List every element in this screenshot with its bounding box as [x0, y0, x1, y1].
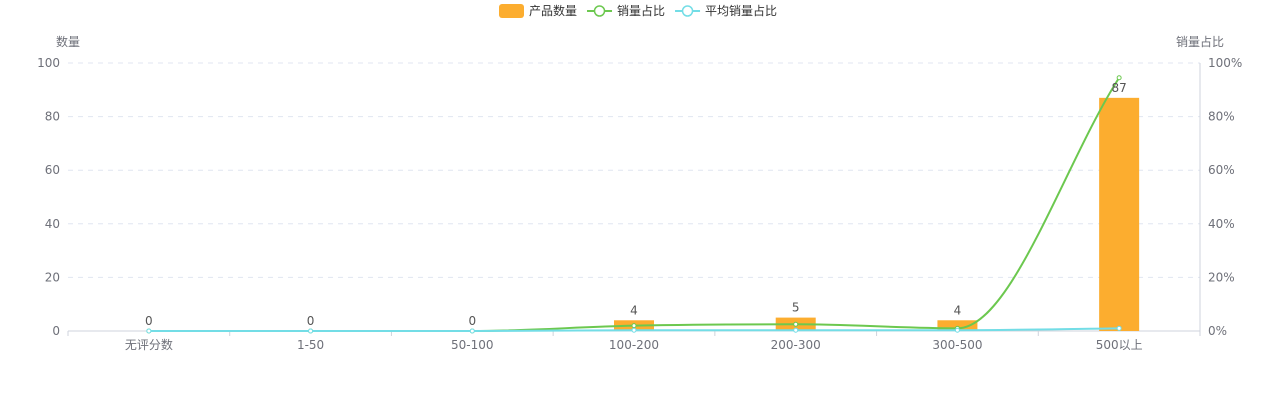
y2-tick-label: 100% [1208, 56, 1242, 70]
bar[interactable] [937, 320, 978, 331]
legend[interactable]: 产品数量 销量占比 平均销量占比 [499, 3, 777, 18]
x-tick-label: 100-200 [609, 338, 659, 352]
line-path-1 [148, 77, 1120, 333]
legend-swatch-marker[interactable] [593, 5, 606, 17]
bar-value-label: 87 [1112, 81, 1127, 95]
y2-tick-label: 40% [1208, 217, 1235, 231]
bar-value-label: 4 [630, 303, 638, 317]
x-tick-label: 300-500 [932, 338, 982, 352]
y2-axis-title: 销量占比 [1176, 34, 1224, 49]
y2-tick-label: 80% [1208, 110, 1235, 124]
y-axis-title: 数量 [56, 34, 80, 49]
bar-series-product-count [614, 97, 1140, 331]
line-point[interactable] [793, 327, 799, 333]
x-tick-label: 50-100 [451, 338, 494, 352]
line-point[interactable] [1116, 75, 1122, 81]
bar-value-label: 0 [307, 314, 315, 328]
x-tick-label: 无评分数 [125, 337, 173, 352]
y-tick-label: 20 [45, 270, 60, 284]
bar[interactable] [1099, 97, 1140, 331]
axes: 0 0%20 20%40 40%60 60%80 80%100 100%无评分数 1-50 50… [37, 56, 1242, 352]
x-tick-label: 200-300 [771, 338, 821, 352]
line-point[interactable] [1116, 325, 1122, 331]
y-tick-label: 60 [45, 163, 60, 177]
grid-lines [68, 62, 1200, 278]
line-point[interactable] [631, 327, 637, 333]
bar-value-label: 0 [145, 314, 153, 328]
y-tick-label: 0 [52, 324, 60, 338]
line-series [146, 75, 1122, 334]
bar-value-label: 5 [792, 301, 800, 315]
line-point[interactable] [631, 323, 637, 329]
y2-tick-label: 0% [1208, 324, 1227, 338]
y2-tick-label: 60% [1208, 163, 1235, 177]
legend-label[interactable]: 平均销量占比 [705, 3, 777, 18]
data-labels: 0 0 0 4 5 4 87 [145, 81, 1127, 328]
y2-tick-label: 20% [1208, 270, 1235, 284]
x-tick-label: 500以上 [1096, 338, 1143, 352]
y-tick-label: 80 [45, 110, 60, 124]
bar-value-label: 4 [954, 303, 962, 317]
legend-swatch-bar[interactable] [499, 4, 524, 18]
line-point[interactable] [954, 327, 960, 333]
legend-swatch-marker[interactable] [681, 5, 694, 17]
x-tick-label: 1-50 [297, 338, 324, 352]
y-tick-label: 40 [45, 217, 60, 231]
legend-label[interactable]: 销量占比 [617, 3, 665, 18]
y-tick-label: 100 [37, 56, 60, 70]
line-point[interactable] [308, 328, 314, 334]
legend-label[interactable]: 产品数量 [529, 3, 577, 18]
line-point[interactable] [469, 328, 475, 334]
line-point[interactable] [146, 328, 152, 334]
bar-value-label: 0 [468, 314, 476, 328]
line-point[interactable] [793, 321, 799, 327]
